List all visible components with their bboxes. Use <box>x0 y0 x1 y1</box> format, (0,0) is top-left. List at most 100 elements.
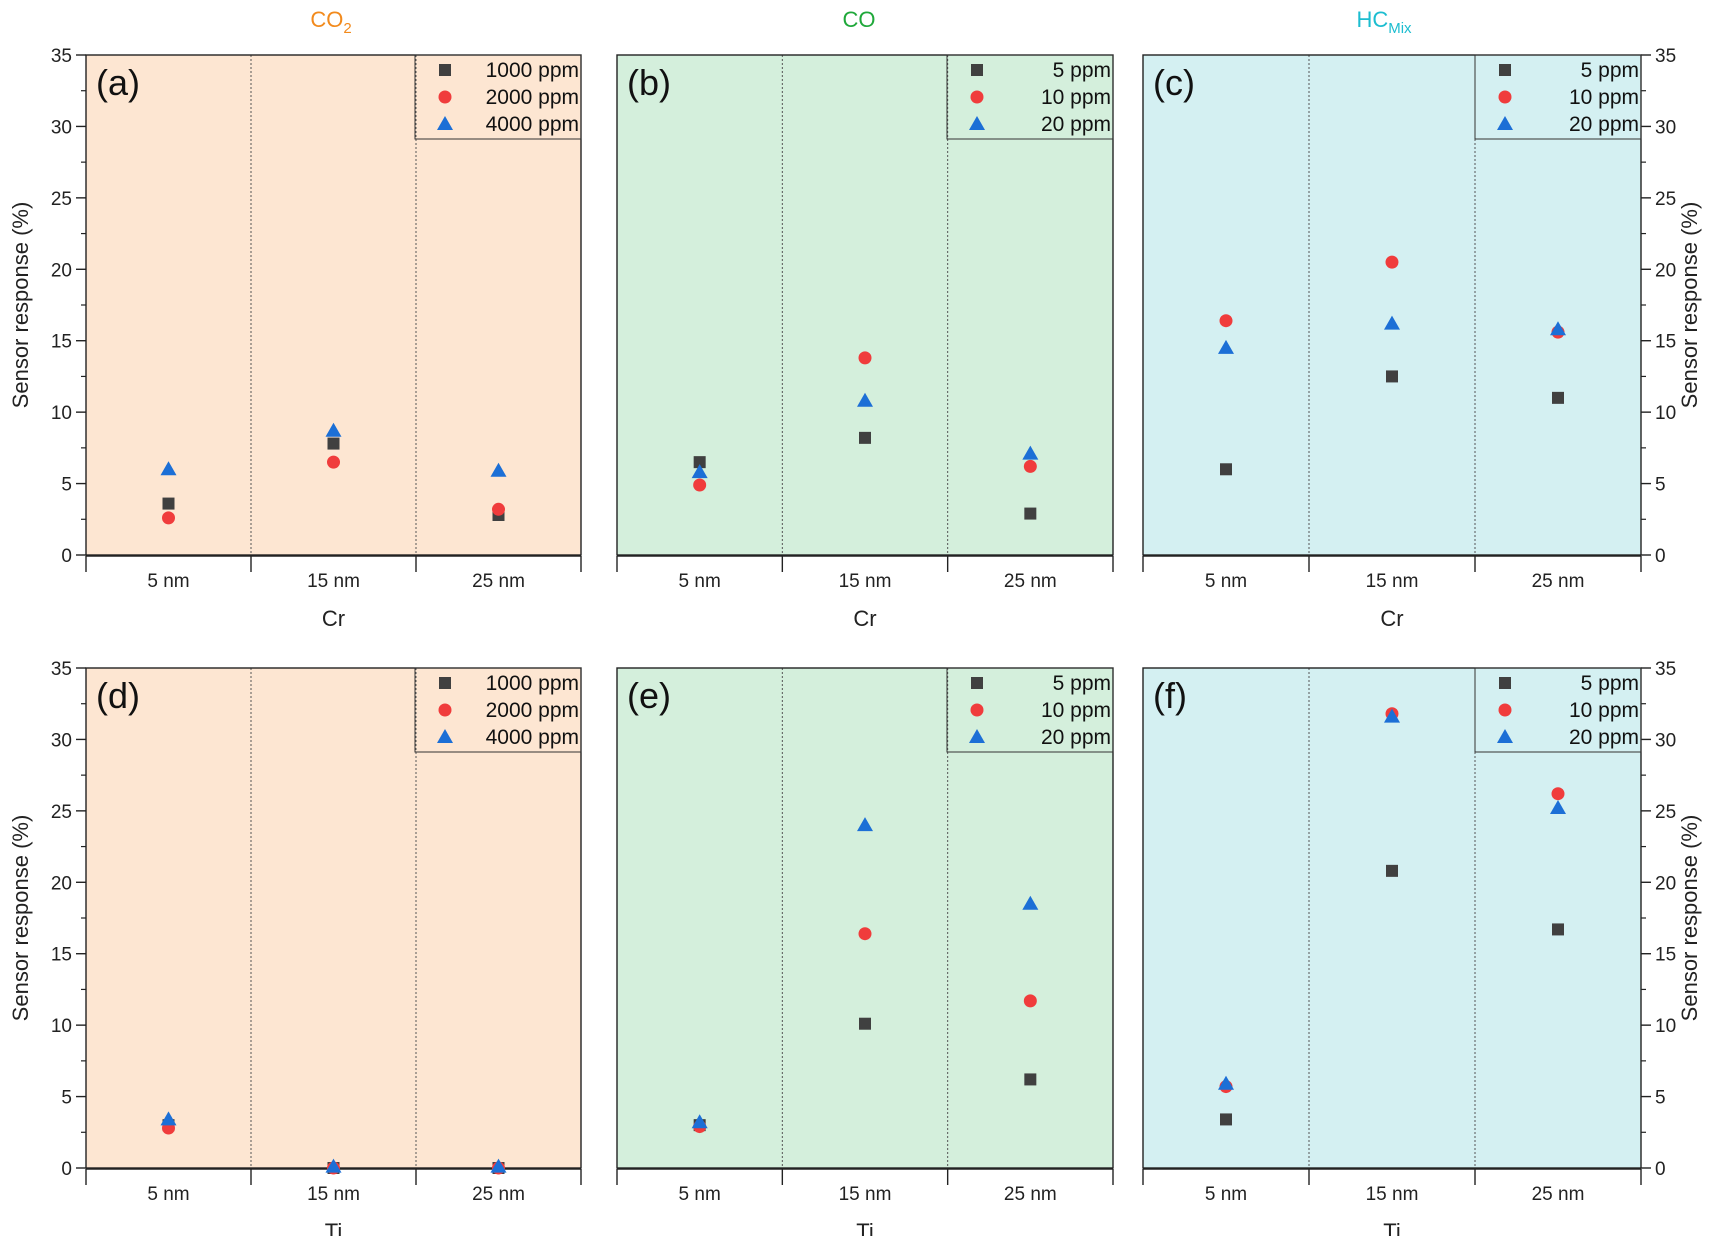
data-point-circle <box>162 511 175 525</box>
data-point-triangle <box>490 462 507 477</box>
panel-d: 5 nm 15 nm 25 nm Ti 0 5 10 15 20 25 30 35 Sensor res… <box>8 659 582 1236</box>
x-axis-label: Cr <box>1380 606 1403 631</box>
data-point-square <box>859 1017 871 1030</box>
x-tick-label: 5 nm <box>679 1184 721 1205</box>
y-tick-label: 35 <box>51 659 72 680</box>
data-point-square <box>1386 864 1398 877</box>
y-tick-label: 30 <box>51 117 72 138</box>
y-tick-label: 0 <box>61 1159 72 1180</box>
data-point-triangle <box>1022 895 1039 910</box>
gas-header-subscript: Mix <box>1388 20 1412 37</box>
panel-b: 5 nm 15 nm 25 nm Cr (b) 5 ppm 10 ppm 20 ppm <box>616 54 1114 631</box>
data-point-triangle <box>160 1111 177 1126</box>
x-tick-label: 5 nm <box>1205 571 1247 592</box>
panel-c: 5 nm 15 nm 25 nm Cr 0 5 10 15 20 25 30 35 Sensor res… <box>1142 46 1702 631</box>
legend-marker-circle <box>970 703 984 717</box>
data-point-triangle <box>325 1158 342 1173</box>
legend-label: 2000 ppm <box>486 86 579 109</box>
legend-marker-square <box>971 64 983 76</box>
data-point-square <box>1024 1073 1037 1086</box>
legend-label: 4000 ppm <box>486 726 579 749</box>
data-point-circle <box>693 478 707 492</box>
data-point-triangle <box>160 461 177 476</box>
y-axis-label: Sensor response (%) <box>1677 202 1702 409</box>
legend-marker-square <box>1499 64 1511 76</box>
legend-label: 5 ppm <box>1053 59 1111 82</box>
x-tick-label: 25 nm <box>1004 1184 1057 1205</box>
x-tick-label: 25 nm <box>1532 571 1585 592</box>
x-tick-label: 25 nm <box>1004 571 1057 592</box>
data-point-triangle <box>1218 339 1234 354</box>
x-tick-label: 15 nm <box>307 571 360 592</box>
y-axis-label: Sensor response (%) <box>1677 815 1702 1022</box>
legend-label: 4000 ppm <box>486 113 579 136</box>
legend-marker-circle <box>438 90 452 104</box>
x-tick-label: 25 nm <box>472 571 525 592</box>
y-tick-label: 10 <box>51 403 72 424</box>
legend-box <box>414 54 582 140</box>
y-tick-label: 20 <box>1655 873 1676 894</box>
data-point-square <box>162 497 175 510</box>
data-point-square <box>1220 1113 1232 1126</box>
legend-label: 20 ppm <box>1569 726 1639 749</box>
data-point-square <box>1386 370 1398 383</box>
legend-label: 10 ppm <box>1569 699 1639 722</box>
panel-e: 5 nm 15 nm 25 nm Ti (e) 5 ppm 10 ppm 20 ppm <box>616 667 1114 1236</box>
y-tick-label: 15 <box>1655 945 1676 966</box>
data-point-circle <box>1551 787 1565 801</box>
legend-box <box>946 667 1114 753</box>
y-tick-label: 0 <box>61 546 72 567</box>
legend-label: 10 ppm <box>1569 86 1639 109</box>
legend-box <box>1474 667 1642 753</box>
data-point-triangle <box>325 422 342 437</box>
legend-label: 20 ppm <box>1041 726 1111 749</box>
x-axis-label: Cr <box>322 606 345 631</box>
y-tick-label: 15 <box>51 945 72 966</box>
data-point-circle <box>492 502 505 516</box>
data-point-circle <box>858 927 872 941</box>
legend-marker-square <box>1499 677 1511 689</box>
x-tick-label: 5 nm <box>147 1184 189 1205</box>
panel-letter: (e) <box>627 675 671 716</box>
data-point-triangle <box>857 817 873 832</box>
panel-f: 5 nm 15 nm 25 nm Ti 0 5 10 15 20 25 30 35 Sensor res… <box>1142 659 1702 1236</box>
x-tick-label: 25 nm <box>1532 1184 1585 1205</box>
y-tick-label: 0 <box>1655 1159 1666 1180</box>
x-tick-label: 5 nm <box>1205 1184 1247 1205</box>
panel-letter: (a) <box>96 62 140 103</box>
data-point-circle <box>1023 994 1037 1008</box>
legend-label: 2000 ppm <box>486 699 579 722</box>
plot-background <box>617 668 1113 1168</box>
legend-label: 20 ppm <box>1569 113 1639 136</box>
x-tick-label: 15 nm <box>839 571 892 592</box>
y-tick-label: 20 <box>51 260 72 281</box>
y-tick-label: 10 <box>51 1016 72 1037</box>
y-tick-label: 20 <box>1655 260 1676 281</box>
y-tick-label: 5 <box>1655 475 1666 496</box>
plot-background <box>617 55 1113 555</box>
data-point-circle <box>1219 314 1233 328</box>
y-tick-label: 30 <box>51 730 72 751</box>
y-tick-label: 25 <box>51 189 72 210</box>
data-point-square <box>1220 463 1232 476</box>
legend-marker-square <box>439 677 451 689</box>
y-tick-label: 25 <box>1655 189 1676 210</box>
y-tick-label: 5 <box>1655 1088 1666 1109</box>
data-point-square <box>693 456 706 469</box>
legend-marker-triangle <box>1497 729 1513 743</box>
data-point-circle <box>1385 255 1399 269</box>
data-point-triangle <box>691 1114 708 1129</box>
y-tick-label: 15 <box>1655 332 1676 353</box>
legend-marker-triangle <box>437 116 453 130</box>
x-tick-label: 25 nm <box>472 1184 525 1205</box>
y-tick-label: 35 <box>51 46 72 67</box>
legend-label: 20 ppm <box>1041 113 1111 136</box>
data-point-triangle <box>691 464 708 479</box>
y-tick-label: 20 <box>51 873 72 894</box>
y-tick-label: 5 <box>61 1088 72 1109</box>
panel-a: 5 nm 15 nm 25 nm Cr 0 5 10 15 20 25 30 35 Sensor res… <box>8 46 582 631</box>
y-tick-label: 30 <box>1655 730 1676 751</box>
y-axis-label: Sensor response (%) <box>8 202 33 409</box>
legend-marker-circle <box>1498 90 1512 104</box>
gas-header-0: CO2 <box>310 7 351 37</box>
